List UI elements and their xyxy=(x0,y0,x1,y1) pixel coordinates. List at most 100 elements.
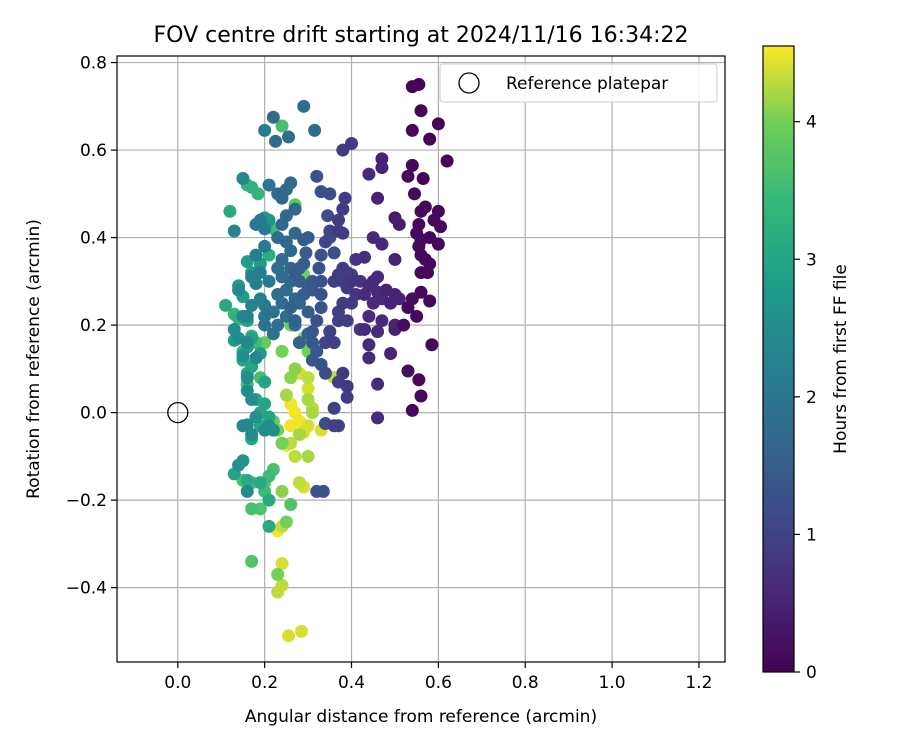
colorbar-tick-label: 2 xyxy=(806,388,817,408)
scatter-point xyxy=(412,77,426,91)
scatter-point xyxy=(371,325,385,339)
scatter-point xyxy=(340,390,354,404)
scatter-point xyxy=(262,419,276,433)
scatter-point xyxy=(340,314,354,328)
scatter-point xyxy=(336,226,350,240)
scatter-point xyxy=(282,130,296,144)
scatter-point xyxy=(375,314,389,328)
scatter-point xyxy=(249,217,263,231)
scatter-point xyxy=(401,301,415,315)
scatter-point xyxy=(301,392,315,406)
scatter-point xyxy=(240,371,254,385)
scatter-point xyxy=(314,274,328,288)
x-tick-label: 0.6 xyxy=(425,673,452,693)
scatter-point xyxy=(397,318,411,332)
scatter-point xyxy=(240,309,254,323)
scatter-point xyxy=(423,257,437,271)
scatter-point xyxy=(275,557,289,571)
y-tick-label: −0.4 xyxy=(66,579,107,599)
scatter-point xyxy=(245,554,259,568)
scatter-point xyxy=(336,143,350,157)
y-tick-label: 0.2 xyxy=(80,316,107,336)
scatter-point xyxy=(375,237,389,251)
scatter-point xyxy=(284,371,298,385)
x-tick-label: 0.0 xyxy=(164,673,191,693)
colorbar: 0 1 2 3 4 Hours from first FF file xyxy=(762,45,851,683)
scatter-point xyxy=(299,246,313,260)
scatter-point xyxy=(275,217,289,231)
scatter-point xyxy=(266,305,280,319)
scatter-point xyxy=(384,347,398,361)
scatter-point xyxy=(331,213,345,227)
scatter-point xyxy=(271,585,285,599)
scatter-point xyxy=(431,237,445,251)
colorbar-tick-label: 0 xyxy=(806,663,817,683)
scatter-point xyxy=(271,567,285,581)
scatter-point xyxy=(279,515,293,529)
scatter-point xyxy=(358,287,372,301)
scatter-point xyxy=(314,287,328,301)
scatter-point xyxy=(414,104,428,118)
scatter-point xyxy=(249,248,263,262)
scatter-point xyxy=(371,377,385,391)
scatter-point xyxy=(323,187,337,201)
scatter-point xyxy=(262,178,276,192)
scatter-point xyxy=(249,351,263,365)
scatter-point xyxy=(245,180,259,194)
scatter-point xyxy=(308,123,322,137)
scatter-point xyxy=(284,244,298,258)
colorbar-label: Hours from first FF file xyxy=(831,264,851,454)
scatter-point xyxy=(258,375,272,389)
scatter-point xyxy=(292,336,306,350)
scatter-point xyxy=(414,389,428,403)
scatter-point xyxy=(336,366,350,380)
scatter-point xyxy=(236,172,250,186)
scatter-point xyxy=(305,325,319,339)
scatter-point xyxy=(292,476,306,490)
x-tick-label: 0.4 xyxy=(338,673,365,693)
x-tick-label: 0.2 xyxy=(251,673,278,693)
scatter-point xyxy=(412,373,426,387)
y-tick-label: −0.2 xyxy=(66,491,107,511)
scatter-point xyxy=(284,301,298,315)
scatter-point xyxy=(297,233,311,247)
scatter-point xyxy=(314,301,328,315)
scatter-point xyxy=(288,449,302,463)
scatter-point xyxy=(358,250,372,264)
scatter-point xyxy=(318,235,332,249)
scatter-point xyxy=(275,344,289,358)
scatter-point xyxy=(249,410,263,424)
scatter-point xyxy=(362,338,376,352)
scatter-point xyxy=(312,261,326,275)
scatter-point xyxy=(323,325,337,339)
x-axis-label: Angular distance from reference (arcmin) xyxy=(245,707,597,727)
scatter-point xyxy=(340,379,354,393)
scatter-point xyxy=(295,624,309,638)
scatter-point xyxy=(388,252,402,266)
scatter-point xyxy=(301,449,315,463)
legend-entry-reference-platepar: Reference platepar xyxy=(506,74,668,94)
scatter-point xyxy=(236,454,250,468)
reference-platepar-marker xyxy=(167,401,189,424)
scatter-point xyxy=(336,296,350,310)
scatter-point xyxy=(275,119,289,133)
scatter-point xyxy=(262,274,276,288)
colorbar-gradient xyxy=(763,46,794,672)
scatter-point xyxy=(366,296,380,310)
scatter-point xyxy=(401,169,415,183)
scatter-point xyxy=(375,161,389,175)
y-tick-label: 0.8 xyxy=(80,54,107,74)
legend-reference-marker xyxy=(458,72,480,94)
scatter-point xyxy=(425,338,439,352)
scatter-point xyxy=(327,336,341,350)
scatter-point xyxy=(301,382,315,396)
legend-box xyxy=(439,63,718,103)
scatter-point xyxy=(371,411,385,425)
scatter-point xyxy=(310,169,324,183)
colorbar-tick-label: 1 xyxy=(806,525,817,545)
scatter-point xyxy=(371,191,385,205)
scatter-point xyxy=(310,314,324,328)
scatter-points xyxy=(219,77,454,643)
